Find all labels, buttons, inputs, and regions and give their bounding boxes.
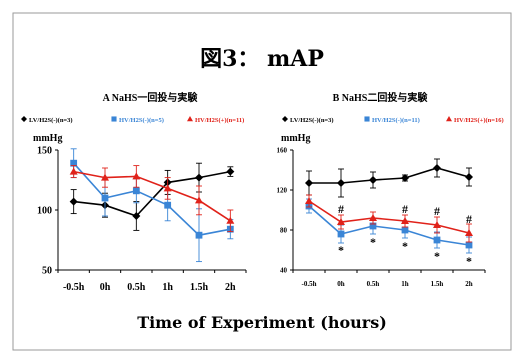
a-y-tick-label: 100 xyxy=(37,206,52,217)
b-y-tick-label: 80 xyxy=(280,226,288,234)
b-legend-item: LV/H2S(-)(n=3) xyxy=(282,116,334,124)
b-data-point xyxy=(337,218,345,225)
a-chart-title: A NaHS一回投与実験 xyxy=(103,91,199,104)
a-x-tick-label: 1h xyxy=(162,282,173,293)
a-x-tick-label: 1.5h xyxy=(190,282,209,293)
a-y-unit: mmHg xyxy=(33,133,62,144)
b-x-tick-label: 0.5h xyxy=(367,280,380,288)
b-data-point xyxy=(433,236,441,244)
b-x-tick-label: -0.5h xyxy=(302,280,317,288)
a-legend-item: HV/H2S(-)(n=5) xyxy=(111,116,164,124)
figure-border xyxy=(12,12,512,351)
b-data-point xyxy=(305,197,313,204)
a-legend-marker xyxy=(21,116,27,122)
a-x-tick-label: 2h xyxy=(225,282,236,293)
b-significance-mark: * xyxy=(338,243,344,257)
b-x-tick-label: 2h xyxy=(465,280,473,288)
b-data-point xyxy=(433,221,441,228)
b-significance-mark: # xyxy=(466,212,472,226)
b-series xyxy=(305,194,473,243)
a-legend-label: HV/H2S(+)(n=11) xyxy=(195,117,244,124)
b-series-line xyxy=(308,205,470,246)
b-chart-title: B NaHS二回投与実験 xyxy=(333,91,429,104)
a-data-point xyxy=(70,159,78,167)
b-legend-marker xyxy=(364,116,370,122)
b-data-point xyxy=(369,176,377,184)
a-data-point xyxy=(69,167,78,175)
b-significance-mark: * xyxy=(466,254,472,268)
a-data-point xyxy=(226,167,235,176)
a-series xyxy=(69,165,235,233)
a-series-line xyxy=(73,162,231,237)
a-y-tick-label: 150 xyxy=(37,146,52,157)
b-significance-mark: * xyxy=(434,249,440,263)
a-legend-label: LV/H2S(-)(n=3) xyxy=(29,117,73,124)
a-data-point xyxy=(132,212,141,220)
a-data-point xyxy=(132,187,140,195)
a-x-tick-label: -0.5h xyxy=(63,282,85,293)
a-data-point xyxy=(163,184,172,192)
a-data-point xyxy=(101,173,109,181)
b-legend-label: HV/H2S(-)(n=11) xyxy=(372,117,420,124)
b-significance-mark: # xyxy=(338,202,344,216)
b-significance-mark: # xyxy=(434,204,440,218)
b-data-point xyxy=(465,173,473,181)
b-data-point xyxy=(401,174,409,182)
figure-title: 図3： mAP xyxy=(200,46,324,72)
b-data-point xyxy=(433,164,441,172)
chart-a: A NaHS一回投与実験 LV/H2S(-)(n=3) HV/H2S(-)(n=5)… xyxy=(21,91,247,293)
b-y-tick-label: 160 xyxy=(277,146,288,154)
b-significance-mark: * xyxy=(370,235,376,249)
b-data-point xyxy=(369,214,377,221)
b-data-point xyxy=(305,179,313,187)
a-y-tick-label: 50 xyxy=(42,266,52,277)
b-x-tick-label: 1.5h xyxy=(431,280,444,288)
b-legend-label: LV/H2S(-)(n=3) xyxy=(290,117,334,124)
a-data-point xyxy=(195,173,203,182)
a-data-point xyxy=(195,231,203,239)
b-data-point xyxy=(337,230,345,238)
b-y-unit: mmHg xyxy=(281,133,310,144)
b-series-line xyxy=(309,167,470,184)
b-x-tick-label: 1h xyxy=(401,280,409,288)
a-x-tick-label: 0.5h xyxy=(127,282,146,293)
b-data-point xyxy=(337,179,345,187)
b-series xyxy=(305,158,473,198)
a-legend-marker xyxy=(187,116,193,122)
b-legend-marker xyxy=(446,116,452,122)
a-legend-label: HV/H2S(-)(n=5) xyxy=(119,117,164,124)
x-axis-label: Time of Experiment (hours) xyxy=(137,313,387,332)
b-significance-mark: * xyxy=(402,239,408,253)
b-legend-item: HV/H2S(+)(n=16) xyxy=(446,116,504,124)
a-data-point xyxy=(101,194,109,202)
a-legend-item: HV/H2S(+)(n=11) xyxy=(187,116,244,124)
b-significance-mark: # xyxy=(402,202,408,216)
b-data-point xyxy=(401,217,409,224)
a-data-point xyxy=(132,172,141,180)
a-legend-item: LV/H2S(-)(n=3) xyxy=(21,116,73,124)
b-x-tick-label: 0h xyxy=(337,280,345,288)
b-data-point xyxy=(369,222,377,230)
b-legend-item: HV/H2S(-)(n=11) xyxy=(364,116,420,124)
chart-b: B NaHS二回投与実験 LV/H2S(-)(n=3) HV/H2S(-)(n=11… xyxy=(277,91,504,288)
a-series-line xyxy=(73,170,231,217)
a-series-line xyxy=(73,170,231,222)
b-data-point xyxy=(401,226,409,234)
b-data-point xyxy=(465,229,473,236)
a-data-point xyxy=(164,201,172,209)
a-x-tick-label: 0h xyxy=(100,282,111,293)
a-legend-marker xyxy=(111,116,117,122)
b-y-tick-label: 120 xyxy=(277,186,288,194)
b-legend-label: HV/H2S(+)(n=16) xyxy=(454,117,504,124)
a-data-point xyxy=(195,196,203,204)
b-y-tick-label: 40 xyxy=(280,266,288,274)
b-legend-marker xyxy=(282,116,288,122)
a-data-point xyxy=(226,216,235,224)
a-data-point xyxy=(69,197,78,206)
b-series-line xyxy=(308,200,470,234)
b-data-point xyxy=(465,241,473,249)
